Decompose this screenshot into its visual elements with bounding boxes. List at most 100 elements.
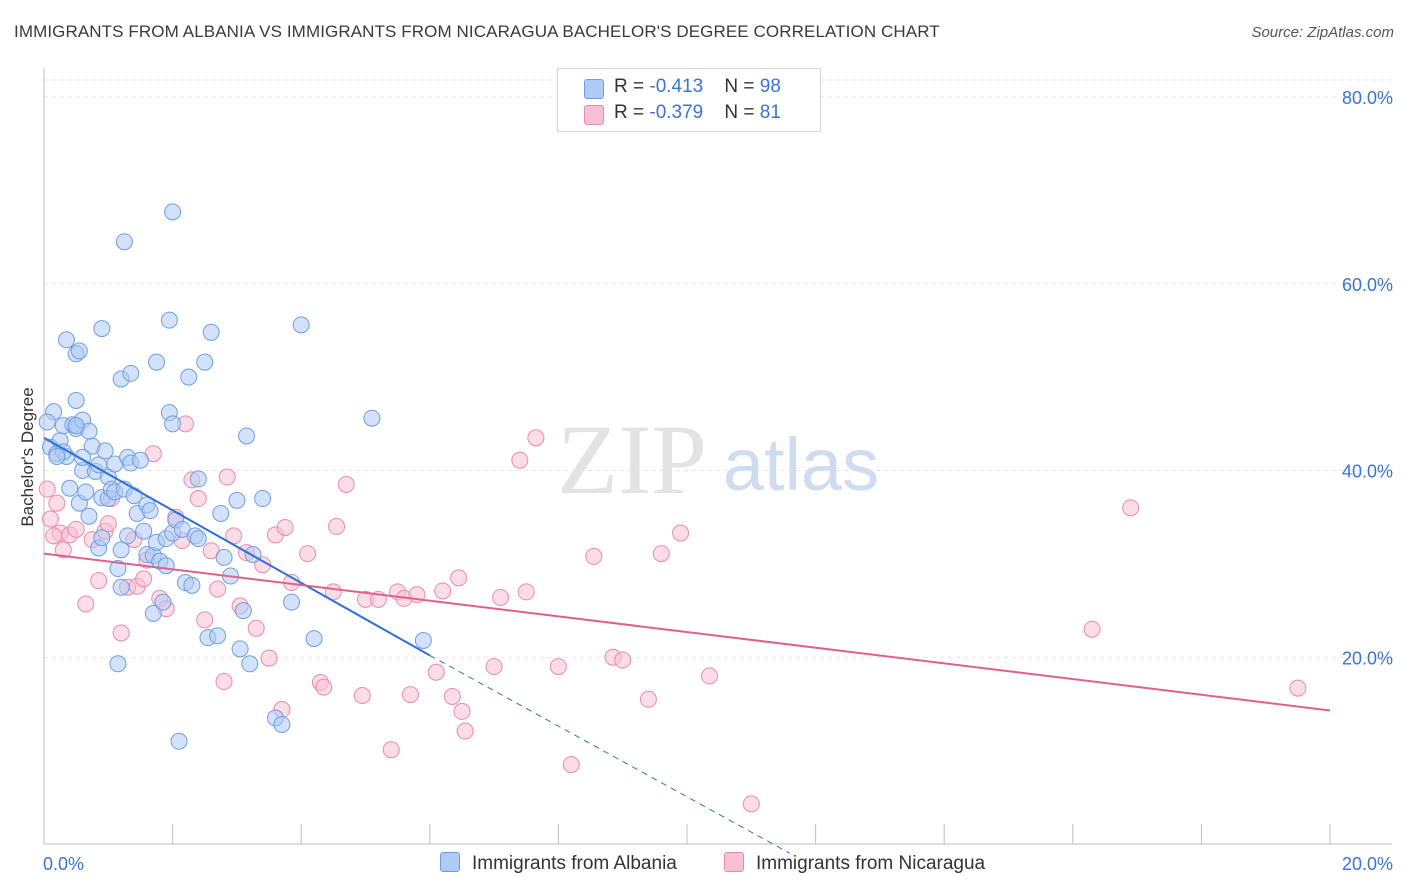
r-label: R = xyxy=(614,76,650,97)
watermark: ZIP atlas xyxy=(557,404,879,515)
albania-point xyxy=(115,233,133,251)
source-credit: Source: ZipAtlas.com xyxy=(1251,24,1394,41)
trend-lines xyxy=(43,436,1331,854)
y-tick-label: 60.0% xyxy=(1342,275,1393,295)
y-axis-label: Bachelor's Degree xyxy=(18,387,37,527)
albania-point xyxy=(283,593,301,611)
nicaragua-point xyxy=(402,686,420,704)
albania-point xyxy=(48,447,66,465)
nicaragua-point xyxy=(652,545,670,563)
albania-point xyxy=(93,320,111,338)
albania-point xyxy=(77,483,95,501)
stats-legend: R = -0.413 N = 98 R = -0.379 N = 81 xyxy=(557,68,821,132)
nicaragua-point xyxy=(1122,499,1140,517)
albania-point xyxy=(189,530,207,548)
nicaragua-point xyxy=(527,429,545,447)
r-value: -0.379 xyxy=(649,102,704,123)
albania-swatch xyxy=(440,852,460,872)
nicaragua-point xyxy=(337,476,355,494)
nicaragua-point xyxy=(299,545,317,563)
nicaragua-point xyxy=(1289,679,1307,697)
bottom-legend-nicaragua: Immigrants from Nicaragua xyxy=(724,852,985,875)
nicaragua-point xyxy=(450,569,468,587)
albania-swatch xyxy=(584,79,604,99)
albania-point xyxy=(170,732,188,750)
nicaragua-point xyxy=(135,570,153,588)
albania-point xyxy=(96,442,114,460)
albania-point xyxy=(164,415,182,433)
nicaragua-point xyxy=(434,582,452,600)
nicaragua-point xyxy=(742,795,760,813)
albania-point xyxy=(109,560,127,578)
albania-point xyxy=(228,491,246,509)
nicaragua-point xyxy=(585,547,603,565)
albania-point xyxy=(119,527,137,545)
nicaragua-point xyxy=(260,649,278,667)
nicaragua-point xyxy=(701,667,719,685)
nicaragua-point xyxy=(492,588,510,606)
albania-point xyxy=(58,331,76,349)
nicaragua-point xyxy=(38,480,56,498)
nicaragua-point xyxy=(112,624,130,642)
watermark-zip: ZIP xyxy=(557,404,707,515)
albania-point xyxy=(148,353,166,371)
nicaragua-point xyxy=(41,510,59,528)
n-label: N = xyxy=(724,76,760,97)
nicaragua-point xyxy=(189,490,207,508)
nicaragua-point xyxy=(218,468,236,486)
nicaragua-point xyxy=(614,651,632,669)
nicaragua-point xyxy=(1083,620,1101,638)
x-tick-label-min: 0.0% xyxy=(43,854,84,874)
nicaragua-point xyxy=(549,658,567,676)
x-tick-label-max: 20.0% xyxy=(1342,854,1393,874)
albania-point xyxy=(189,470,207,488)
albania-point xyxy=(292,316,310,334)
nicaragua-legend-label: Immigrants from Nicaragua xyxy=(756,853,986,874)
albania-point xyxy=(109,655,127,673)
albania-trend-extension xyxy=(429,654,791,854)
albania-point xyxy=(238,427,256,445)
nicaragua-point xyxy=(353,687,371,705)
albania-point xyxy=(414,631,432,649)
albania-point xyxy=(135,522,153,540)
albania-point xyxy=(122,364,140,382)
albania-point xyxy=(254,490,272,508)
series-albania-points xyxy=(38,203,432,750)
nicaragua-point xyxy=(48,494,66,512)
albania-point xyxy=(144,604,162,622)
nicaragua-point xyxy=(639,690,657,708)
bottom-legend-albania: Immigrants from Albania xyxy=(440,852,677,875)
y-tick-label: 20.0% xyxy=(1342,648,1393,668)
albania-point xyxy=(209,627,227,645)
albania-point xyxy=(131,451,149,469)
albania-trend-line xyxy=(43,436,431,657)
albania-point xyxy=(80,507,98,525)
nicaragua-point xyxy=(562,756,580,774)
chart-title: IMMIGRANTS FROM ALBANIA VS IMMIGRANTS FR… xyxy=(14,22,940,41)
albania-point xyxy=(305,630,323,648)
watermark-atlas: atlas xyxy=(723,423,879,506)
albania-point xyxy=(363,409,381,427)
n-value: 98 xyxy=(759,76,781,97)
nicaragua-point xyxy=(209,580,227,598)
nicaragua-point xyxy=(90,572,108,590)
albania-point xyxy=(67,391,85,409)
nicaragua-point xyxy=(328,518,346,536)
nicaragua-point xyxy=(54,541,72,559)
albania-point xyxy=(112,541,130,559)
nicaragua-point xyxy=(77,595,95,613)
nicaragua-point xyxy=(247,619,265,637)
albania-legend-label: Immigrants from Albania xyxy=(472,853,677,874)
nicaragua-point xyxy=(672,524,690,542)
albania-point xyxy=(234,602,252,620)
legend-row-nicaragua-text: R = -0.379 N = 81 xyxy=(614,102,786,124)
nicaragua-trend-line xyxy=(43,552,1331,712)
albania-point xyxy=(231,640,249,658)
nicaragua-point xyxy=(45,527,63,545)
nicaragua-point xyxy=(99,515,117,533)
nicaragua-swatch xyxy=(724,852,744,872)
albania-point xyxy=(183,576,201,594)
y-tick-label: 40.0% xyxy=(1342,462,1393,482)
albania-point xyxy=(67,417,85,435)
